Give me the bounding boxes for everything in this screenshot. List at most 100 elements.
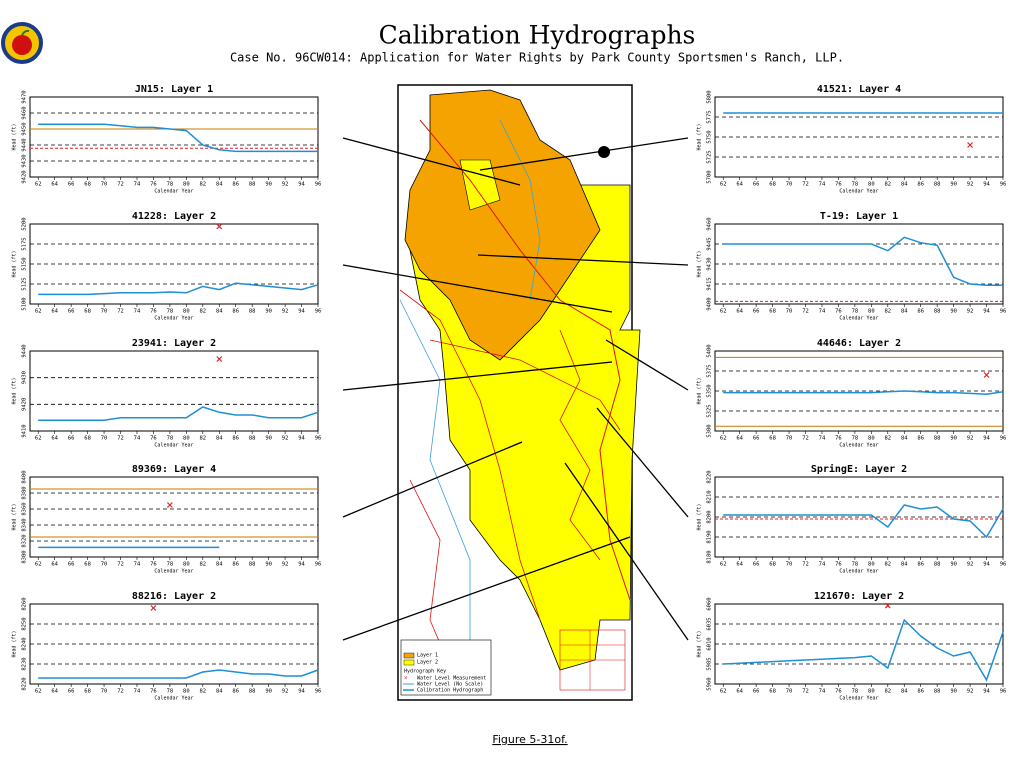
x-tick-label: 68 [84, 562, 91, 568]
y-axis-label: Head (ft) [697, 250, 703, 277]
x-tick-label: 82 [199, 562, 206, 568]
x-tick-label: 72 [117, 182, 124, 188]
x-tick-label: 94 [298, 562, 305, 568]
y-tick-label: 5100 [22, 297, 28, 310]
x-tick-label: 84 [901, 309, 908, 315]
y-tick-label: 5725 [707, 150, 713, 163]
x-tick-label: 66 [753, 436, 760, 442]
y-tick-label: 9460 [707, 217, 713, 230]
chart-title: 23941: Layer 2 [132, 338, 216, 349]
x-tick-label: 70 [101, 436, 108, 442]
x-tick-label: 84 [216, 562, 223, 568]
x-tick-label: 64 [736, 309, 743, 315]
x-tick-label: 94 [983, 436, 990, 442]
x-tick-label: 72 [117, 309, 124, 315]
x-tick-label: 78 [167, 436, 174, 442]
plot-frame [29, 96, 319, 178]
x-tick-label: 76 [835, 182, 842, 188]
y-tick-label: 5750 [707, 130, 713, 143]
x-tick-label: 74 [819, 309, 826, 315]
x-tick-label: 88 [249, 689, 256, 695]
chart-title: T-19: Layer 1 [820, 211, 898, 222]
measurement-marker [983, 372, 990, 378]
x-tick-label: 82 [884, 182, 891, 188]
x-tick-label: 70 [786, 182, 793, 188]
x-tick-label: 68 [769, 182, 776, 188]
x-tick-label: 62 [35, 436, 42, 442]
x-tick-label: 64 [51, 309, 58, 315]
hydrograph-line [38, 669, 319, 679]
y-tick-label: 8240 [22, 637, 28, 650]
x-tick-label: 90 [950, 309, 957, 315]
x-tick-label: 92 [967, 689, 974, 695]
x-axis-label: Calendar Year [839, 569, 878, 575]
plot-frame [29, 350, 319, 432]
x-tick-label: 92 [282, 436, 289, 442]
x-tick-label: 76 [150, 309, 157, 315]
x-tick-label: 94 [983, 309, 990, 315]
x-tick-label: 66 [753, 182, 760, 188]
y-tick-label: 9420 [22, 170, 28, 183]
x-tick-label: 90 [950, 689, 957, 695]
chart-title: 41228: Layer 2 [132, 211, 216, 222]
x-tick-label: 72 [117, 562, 124, 568]
x-tick-label: 82 [884, 562, 891, 568]
y-tick-label: 9445 [707, 237, 713, 250]
x-tick-label: 66 [68, 562, 75, 568]
x-tick-label: 74 [819, 562, 826, 568]
x-tick-label: 82 [884, 309, 891, 315]
x-tick-label: 94 [298, 689, 305, 695]
legend-label: Water Level Measurement [417, 676, 486, 682]
x-tick-label: 66 [68, 436, 75, 442]
y-tick-label: 9430 [22, 154, 28, 167]
y-tick-label: 5175 [22, 237, 28, 250]
measurement-marker [166, 502, 173, 508]
x-axis-label: Calendar Year [154, 569, 193, 575]
x-tick-label: 82 [199, 182, 206, 188]
x-tick-label: 76 [150, 562, 157, 568]
y-tick-label: 5400 [707, 344, 713, 357]
x-tick-label: 92 [282, 562, 289, 568]
x-tick-label: 80 [183, 182, 190, 188]
x-tick-label: 78 [852, 689, 859, 695]
x-axis-label: Calendar Year [839, 696, 878, 702]
measurement-marker [884, 602, 891, 609]
x-tick-label: 96 [315, 562, 322, 568]
x-axis-label: Calendar Year [154, 189, 193, 195]
x-tick-label: 70 [101, 182, 108, 188]
y-tick-label: 6060 [707, 597, 713, 610]
chart-title: 121670: Layer 2 [814, 591, 904, 602]
x-tick-label: 76 [835, 689, 842, 695]
x-tick-label: 64 [736, 182, 743, 188]
y-tick-label: 5960 [707, 677, 713, 690]
x-tick-label: 88 [249, 309, 256, 315]
x-tick-label: 70 [101, 309, 108, 315]
chart-title: 44646: Layer 2 [817, 338, 901, 349]
x-tick-label: 90 [265, 436, 272, 442]
x-tick-label: 94 [983, 562, 990, 568]
hydrograph-line [38, 123, 318, 153]
chart-title: 88216: Layer 2 [132, 591, 216, 602]
x-tick-label: 84 [901, 182, 908, 188]
y-tick-label: 8250 [22, 617, 28, 630]
x-tick-label: 88 [934, 309, 941, 315]
y-tick-label: 8400 [22, 470, 28, 483]
x-tick-label: 84 [216, 309, 223, 315]
x-tick-label: 74 [819, 689, 826, 695]
x-tick-label: 92 [967, 436, 974, 442]
y-tick-label: 9430 [707, 257, 713, 270]
x-tick-label: 78 [167, 182, 174, 188]
x-tick-label: 76 [150, 182, 157, 188]
x-tick-label: 82 [199, 309, 206, 315]
x-tick-label: 96 [315, 436, 322, 442]
y-tick-label: 9440 [22, 138, 28, 151]
x-tick-label: 62 [720, 309, 727, 315]
x-tick-label: 64 [51, 562, 58, 568]
x-tick-label: 64 [736, 562, 743, 568]
chart-title: SpringE: Layer 2 [811, 463, 907, 475]
x-tick-label: 66 [68, 309, 75, 315]
x-tick-label: 90 [265, 309, 272, 315]
y-axis-label: Head (ft) [697, 630, 703, 657]
